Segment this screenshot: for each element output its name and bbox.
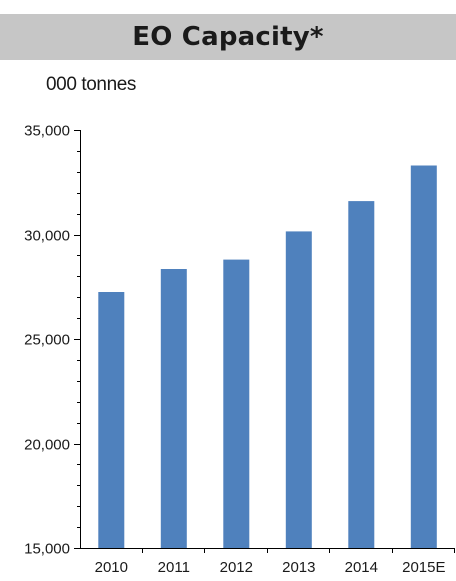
y-tick-label: 25,000 [24, 332, 70, 349]
x-tick-label: 2014 [345, 559, 378, 576]
x-tick-label: 2010 [95, 559, 128, 576]
y-tick-label: 35,000 [24, 123, 70, 140]
bar-2012 [223, 259, 250, 548]
x-tick-label: 2012 [220, 559, 253, 576]
y-tick-label: 20,000 [24, 437, 70, 454]
y-tick-label: 30,000 [24, 228, 70, 245]
bar-2013 [285, 231, 312, 548]
chart-title-bar: EO Capacity* [0, 14, 456, 60]
y-axis-unit-label: 000 tonnes [46, 74, 137, 95]
y-tick-label: 15,000 [24, 541, 70, 558]
bar-2014 [348, 201, 375, 548]
x-tick-label: 2015E [402, 559, 445, 576]
x-tick-label: 2011 [158, 559, 190, 576]
bar-2011 [160, 269, 187, 548]
bar-2015E [410, 165, 437, 548]
x-tick-label: 2013 [282, 559, 315, 576]
chart-title: EO Capacity* [132, 22, 324, 52]
bar-2010 [98, 292, 125, 548]
